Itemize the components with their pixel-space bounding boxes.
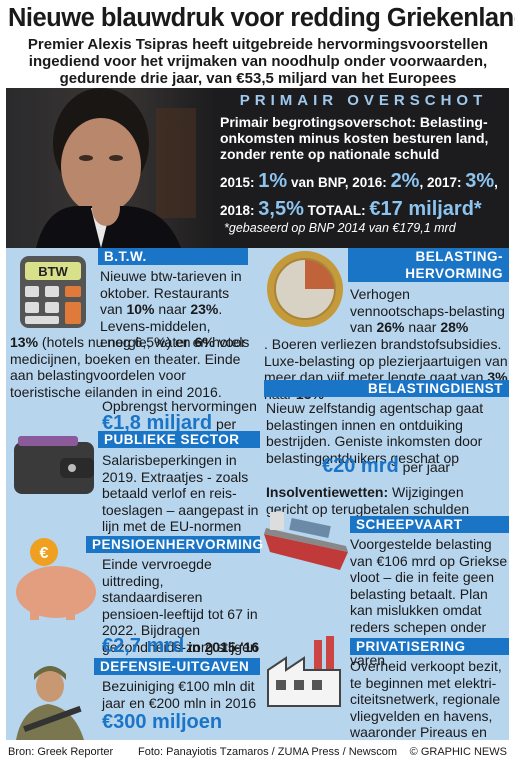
year-2016-value: 2% xyxy=(390,170,420,192)
belasting-a: 26% xyxy=(376,319,405,335)
defensie-amount-row: €300 miljoen xyxy=(102,711,262,733)
separator: , xyxy=(494,175,498,190)
wallet-icon xyxy=(10,432,98,507)
hero-panel: PRIMAIR OVERSCHOT Primair begrotingsover… xyxy=(6,88,509,248)
tsipras-photo xyxy=(6,88,216,248)
scheepvaart-header: SCHEEPVAART xyxy=(350,516,509,533)
year-2016-label: 2016: xyxy=(352,175,387,190)
footer-source: Bron: Greek Reporter xyxy=(8,746,114,758)
defensie-header: DEFENSIE-UITGAVEN xyxy=(94,658,260,675)
euro-coin-icon xyxy=(264,248,346,335)
total-value: €17 miljard* xyxy=(369,198,482,220)
btw-line4: voor medicijnen, boeken en theater. Eind… xyxy=(10,334,246,400)
belastingdienst-line1: Nieuw zelfstandig agentschap gaat belast… xyxy=(266,400,484,466)
privatisering-text: Overheid verkoopt bezit, te beginnen met… xyxy=(350,658,502,740)
btw-text-bottom: 13% (hotels nu nog 6,5%) en 6% voor medi… xyxy=(10,334,260,400)
surplus-row-1: 2015: 1% van BNP, 2016: 2%, 2017: 3%, xyxy=(220,168,509,196)
btw-revenue-amount: €1,8 miljard xyxy=(102,411,213,434)
belasting-header-line1: BELASTING- xyxy=(415,249,503,264)
btw-line1: Nieuwe btw-tarieven in oktober. Restaura… xyxy=(100,268,242,317)
belasting-header-line2: HERVORMING xyxy=(405,266,503,281)
footer-photo-credit: Foto: Panayiotis Tzamaros / ZUMA Press /… xyxy=(138,746,397,758)
footer-copyright: © GRAPHIC NEWS xyxy=(409,746,507,758)
soldier-icon xyxy=(8,658,92,740)
footer: Bron: Greek Reporter Foto: Panayiotis Tz… xyxy=(6,743,509,761)
belasting-line1: Verhogen vennootschaps-belasting van xyxy=(350,286,505,335)
ship-icon xyxy=(260,504,352,579)
piggy-bank-icon: € xyxy=(8,536,100,627)
belastingdienst-header: BELASTINGDIENST xyxy=(264,380,509,397)
pensioen-amount: €2,7 mrd xyxy=(102,635,185,657)
primary-surplus-title: PRIMAIR OVERSCHOT xyxy=(239,92,488,109)
year-2015-value: 1% xyxy=(258,170,288,192)
belastingdienst-text: Nieuw zelfstandig agentschap gaat belast… xyxy=(266,400,508,466)
belasting-naar: naar xyxy=(408,319,437,335)
privatisering-header: PRIVATISERING xyxy=(350,638,509,655)
pensioen-period: in 2015-'16 xyxy=(188,639,260,655)
btw-header: B.T.W. xyxy=(98,248,248,265)
year-2015-label: 2015: xyxy=(220,175,255,190)
year-2018-value: 3,5% xyxy=(258,198,304,220)
factory-icon xyxy=(264,634,346,713)
btw-naar: naar xyxy=(158,301,187,317)
btw-line3: (hotels nu nog 6,5%) en xyxy=(41,334,191,350)
scheepvaart-text: Voorgestelde belasting van €106 mrd op G… xyxy=(350,536,508,668)
btw-c: 13% xyxy=(10,334,39,350)
year-2017-value: 3% xyxy=(465,170,495,192)
insolvency-label: Insolventiewetten: xyxy=(266,484,389,500)
belasting-text-top: Verhogen vennootschaps-belasting van 26%… xyxy=(350,286,507,336)
primary-surplus-section: PRIMAIR OVERSCHOT Primair begrotingsover… xyxy=(218,88,509,248)
belasting-header: BELASTING- HERVORMING xyxy=(348,248,509,282)
gdp-footnote: *gebaseerd op BNP 2014 van €179,1 mrd xyxy=(224,221,456,235)
belasting-line2: . Boeren verliezen brandstofsubsidies. L… xyxy=(264,336,508,385)
publieke-header: PUBLIEKE SECTOR xyxy=(98,431,260,448)
pensioen-amount-row: €2,7 mrd in 2015-'16 xyxy=(102,635,262,657)
surplus-row-2: 2018: 3,5% TOTAAL: €17 miljard* xyxy=(220,196,509,224)
pensioen-header: PENSIOENHERVORMING xyxy=(86,536,263,553)
belastingdienst-amount: €20 mrd xyxy=(322,455,399,477)
reforms-panel: BTW B.T.W. Nieuwe btw-tarieven in oktobe… xyxy=(6,248,509,740)
belasting-b: 28% xyxy=(440,319,469,335)
btw-text-top: Nieuwe btw-tarieven in oktober. Restaura… xyxy=(100,268,254,351)
year-2018-label: 2018: xyxy=(220,203,255,218)
page-title: Nieuwe blauwdruk voor redding Griekenlan… xyxy=(8,4,515,32)
insolvency-description: Wijzigingen gericht op terugbetalen schu… xyxy=(266,484,470,517)
publieke-text: Salarisbeperkingen in 2019. Extraatjes -… xyxy=(102,452,259,534)
defensie-amount: €300 miljoen xyxy=(102,711,223,733)
surplus-targets: 2015: 1% van BNP, 2016: 2%, 2017: 3%, 20… xyxy=(220,168,509,224)
svg-text:€: € xyxy=(40,545,49,562)
svg-text:BTW: BTW xyxy=(38,264,68,279)
btw-line2: . Levens-middelen, energie, water en hot… xyxy=(100,301,250,350)
primary-surplus-description: Primair begrotingsoverschot: Belasting-o… xyxy=(220,114,489,162)
total-label: TOTAAL: xyxy=(307,203,366,218)
belastingdienst-per-year: per jaar xyxy=(402,459,451,475)
btw-a: 10% xyxy=(126,301,155,317)
of-gdp-label: van BNP, xyxy=(290,175,349,190)
btw-revenue-label: Opbrengst hervormingen xyxy=(102,398,257,414)
belastingdienst-amount-row: €20 mrd per jaar xyxy=(322,455,508,477)
defensie-text: Bezuiniging €100 mln dit jaar en €200 ml… xyxy=(102,678,257,711)
insolvency-text: Insolventiewetten: Wijzigingen gericht o… xyxy=(266,484,508,517)
calculator-icon: BTW xyxy=(12,250,94,337)
btw-b: 23% xyxy=(190,301,219,317)
btw-d: 6% xyxy=(194,334,215,350)
year-2017-label: , 2017: xyxy=(419,175,462,190)
